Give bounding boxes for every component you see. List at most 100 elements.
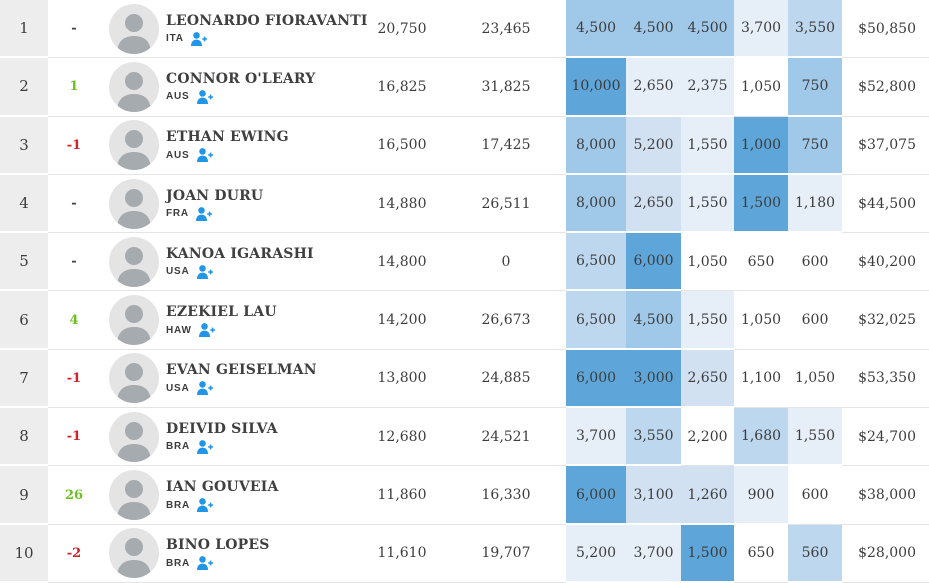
person-silhouette-icon <box>109 295 159 346</box>
athlete-info-cell: ETHAN EWING AUS <box>166 117 358 175</box>
rank-cell: 4 <box>0 174 48 234</box>
secondary-points: 26,673 <box>446 291 566 350</box>
rank-change-cell: 4 <box>48 291 100 350</box>
add-person-icon[interactable] <box>196 148 214 163</box>
country-line: BRA <box>166 439 214 454</box>
event-result-1: 6,500 <box>566 233 626 292</box>
rank-cell: 6 <box>0 291 48 350</box>
add-person-icon[interactable] <box>196 264 214 279</box>
athlete-row[interactable]: 10 -2 BINO LOPES BRA <box>0 524 929 583</box>
event-result-3: 1,260 <box>681 466 734 525</box>
event-result-2: 3,550 <box>626 408 681 467</box>
add-person-icon[interactable] <box>197 498 214 513</box>
athlete-row[interactable]: 6 4 EZEKIEL LAU HAW <box>0 291 929 350</box>
avatar-cell <box>100 291 166 350</box>
athlete-row[interactable]: 9 26 IAN GOUVEIA BRA <box>0 466 929 525</box>
athlete-info-cell: DEIVID SILVA BRA <box>166 408 358 467</box>
athlete-avatar[interactable] <box>109 295 159 346</box>
avatar-cell <box>100 175 166 234</box>
avatar-cell <box>100 408 166 467</box>
add-person-icon[interactable] <box>196 381 214 396</box>
athlete-row[interactable]: 1 - LEONARDO FIORAVANTI ITA <box>0 0 929 59</box>
athlete-info-cell: JOAN DURU FRA <box>166 175 358 234</box>
athlete-avatar[interactable] <box>109 470 159 521</box>
rank-change-cell: - <box>48 175 100 234</box>
athlete-avatar[interactable] <box>109 178 159 229</box>
athlete-name[interactable]: CONNOR O'LEARY <box>166 70 316 87</box>
athlete-avatar[interactable] <box>109 353 159 404</box>
athlete-name[interactable]: EZEKIEL LAU <box>166 304 277 321</box>
rank-number: 9 <box>19 485 29 504</box>
event-result-2: 2,650 <box>626 58 681 117</box>
athlete-avatar[interactable] <box>109 3 159 54</box>
country-line: USA <box>166 264 214 279</box>
country-code: AUS <box>166 149 190 161</box>
event-result-2: 6,000 <box>626 233 681 292</box>
rank-cell: 7 <box>0 349 48 409</box>
event-result-1: 5,200 <box>566 524 626 583</box>
athlete-row[interactable]: 4 - JOAN DURU FRA <box>0 174 929 234</box>
event-result-1: 10,000 <box>566 58 626 117</box>
athlete-avatar[interactable] <box>109 528 159 579</box>
add-person-icon[interactable] <box>197 556 214 571</box>
event-result-4: 1,500 <box>734 174 788 234</box>
secondary-points: 19,707 <box>446 525 566 583</box>
add-person-icon[interactable] <box>196 90 214 104</box>
rank-number: 1 <box>19 19 29 38</box>
athlete-name[interactable]: DEIVID SILVA <box>166 420 278 437</box>
event-result-2: 5,200 <box>626 116 681 175</box>
country-line: BRA <box>166 498 214 513</box>
athlete-avatar[interactable] <box>109 120 159 171</box>
athlete-name[interactable]: BINO LOPES <box>166 537 270 554</box>
person-silhouette-icon <box>109 179 159 229</box>
prize-money: $53,350 <box>842 350 929 409</box>
event-result-4: 1,050 <box>734 58 788 117</box>
event-result-4: 1,680 <box>734 408 788 467</box>
event-result-2: 4,500 <box>626 0 681 59</box>
secondary-points: 24,885 <box>446 350 566 409</box>
add-person-icon[interactable] <box>190 31 208 46</box>
avatar-cell <box>100 117 166 175</box>
athlete-name[interactable]: KANOA IGARASHI <box>166 245 314 262</box>
rank-change-value: 4 <box>69 312 79 328</box>
season-points: 14,880 <box>358 175 446 234</box>
athlete-name[interactable]: EVAN GEISELMAN <box>166 362 317 379</box>
athlete-name[interactable]: JOAN DURU <box>166 187 264 204</box>
rank-change-value: -1 <box>66 370 82 386</box>
country-code: BRA <box>166 499 191 511</box>
add-person-icon[interactable] <box>198 323 216 338</box>
athlete-row[interactable]: 8 -1 DEIVID SILVA BRA <box>0 408 929 467</box>
athlete-avatar[interactable] <box>109 236 159 287</box>
rank-number: 5 <box>19 252 29 271</box>
country-code: ITA <box>166 33 184 45</box>
athlete-avatar[interactable] <box>109 411 159 462</box>
athlete-row[interactable]: 3 -1 ETHAN EWING AUS <box>0 116 929 175</box>
rank-number: 7 <box>19 368 29 387</box>
season-points: 16,500 <box>358 117 446 175</box>
athlete-name[interactable]: IAN GOUVEIA <box>166 479 279 496</box>
event-result-3: 2,650 <box>681 349 734 409</box>
prize-money: $40,200 <box>842 233 929 292</box>
country-code: USA <box>166 266 190 278</box>
rank-change-cell: - <box>48 233 100 292</box>
athlete-name[interactable]: ETHAN EWING <box>166 129 289 146</box>
avatar-cell <box>100 233 166 292</box>
athlete-row[interactable]: 2 1 CONNOR O'LEARY AUS <box>0 58 929 117</box>
athlete-row[interactable]: 5 - KANOA IGARASHI USA <box>0 233 929 292</box>
add-person-icon[interactable] <box>197 439 214 454</box>
add-person-icon[interactable] <box>195 206 213 221</box>
event-result-3: 4,500 <box>681 0 734 59</box>
athlete-avatar[interactable] <box>109 61 159 112</box>
athlete-row[interactable]: 7 -1 EVAN GEISELMAN USA <box>0 349 929 409</box>
athlete-name[interactable]: LEONARDO FIORAVANTI <box>166 12 368 29</box>
athlete-info-cell: CONNOR O'LEARY AUS <box>166 58 358 117</box>
season-points: 11,610 <box>358 525 446 583</box>
event-result-5: 560 <box>788 524 842 583</box>
prize-money: $50,850 <box>842 0 929 59</box>
season-points: 14,800 <box>358 233 446 292</box>
rank-cell: 1 <box>0 0 48 59</box>
country-line: FRA <box>166 206 213 221</box>
event-result-2: 3,700 <box>626 524 681 583</box>
event-result-5: 1,050 <box>788 349 842 409</box>
rank-change-cell: -1 <box>48 117 100 175</box>
